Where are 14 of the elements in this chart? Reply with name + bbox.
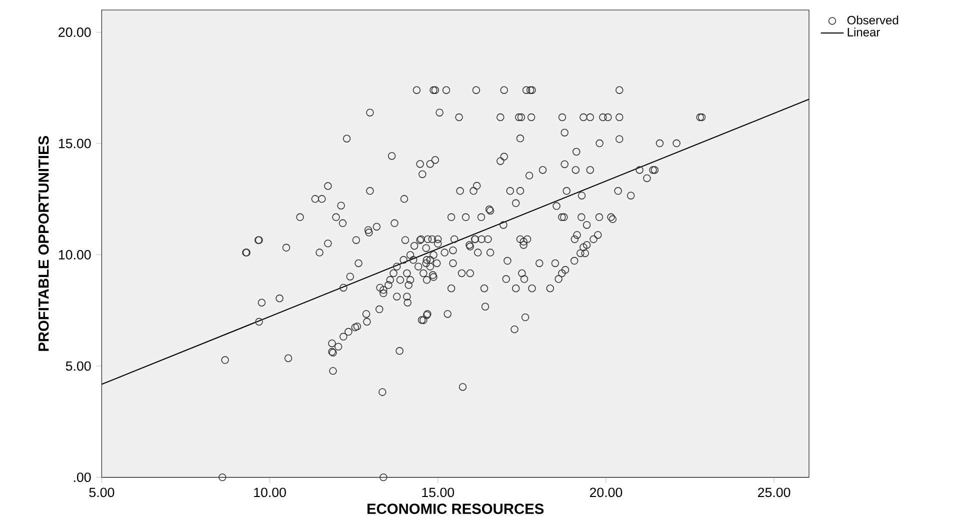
x-tick-label: 10.00 (254, 488, 286, 498)
x-tick-label: 20.00 (590, 488, 622, 498)
x-axis-title: ECONOMIC RESOURCES (368, 504, 544, 514)
x-tick-label: 5.00 (89, 488, 114, 498)
y-tick-label: 15.00 (58, 138, 91, 148)
y-tick-label: .00 (74, 472, 91, 482)
y-axis-title: PROFITABLE OPPORTUNITIES (38, 136, 49, 351)
y-tick-label: 5.00 (66, 361, 91, 371)
x-tick-label: 25.00 (758, 488, 790, 498)
y-tick-label: 10.00 (58, 250, 91, 260)
legend-label: Observed (847, 16, 898, 24)
legend-label: Linear (848, 28, 880, 36)
x-tick-label: 15.00 (422, 488, 454, 498)
y-tick-label: 20.00 (58, 28, 91, 37)
